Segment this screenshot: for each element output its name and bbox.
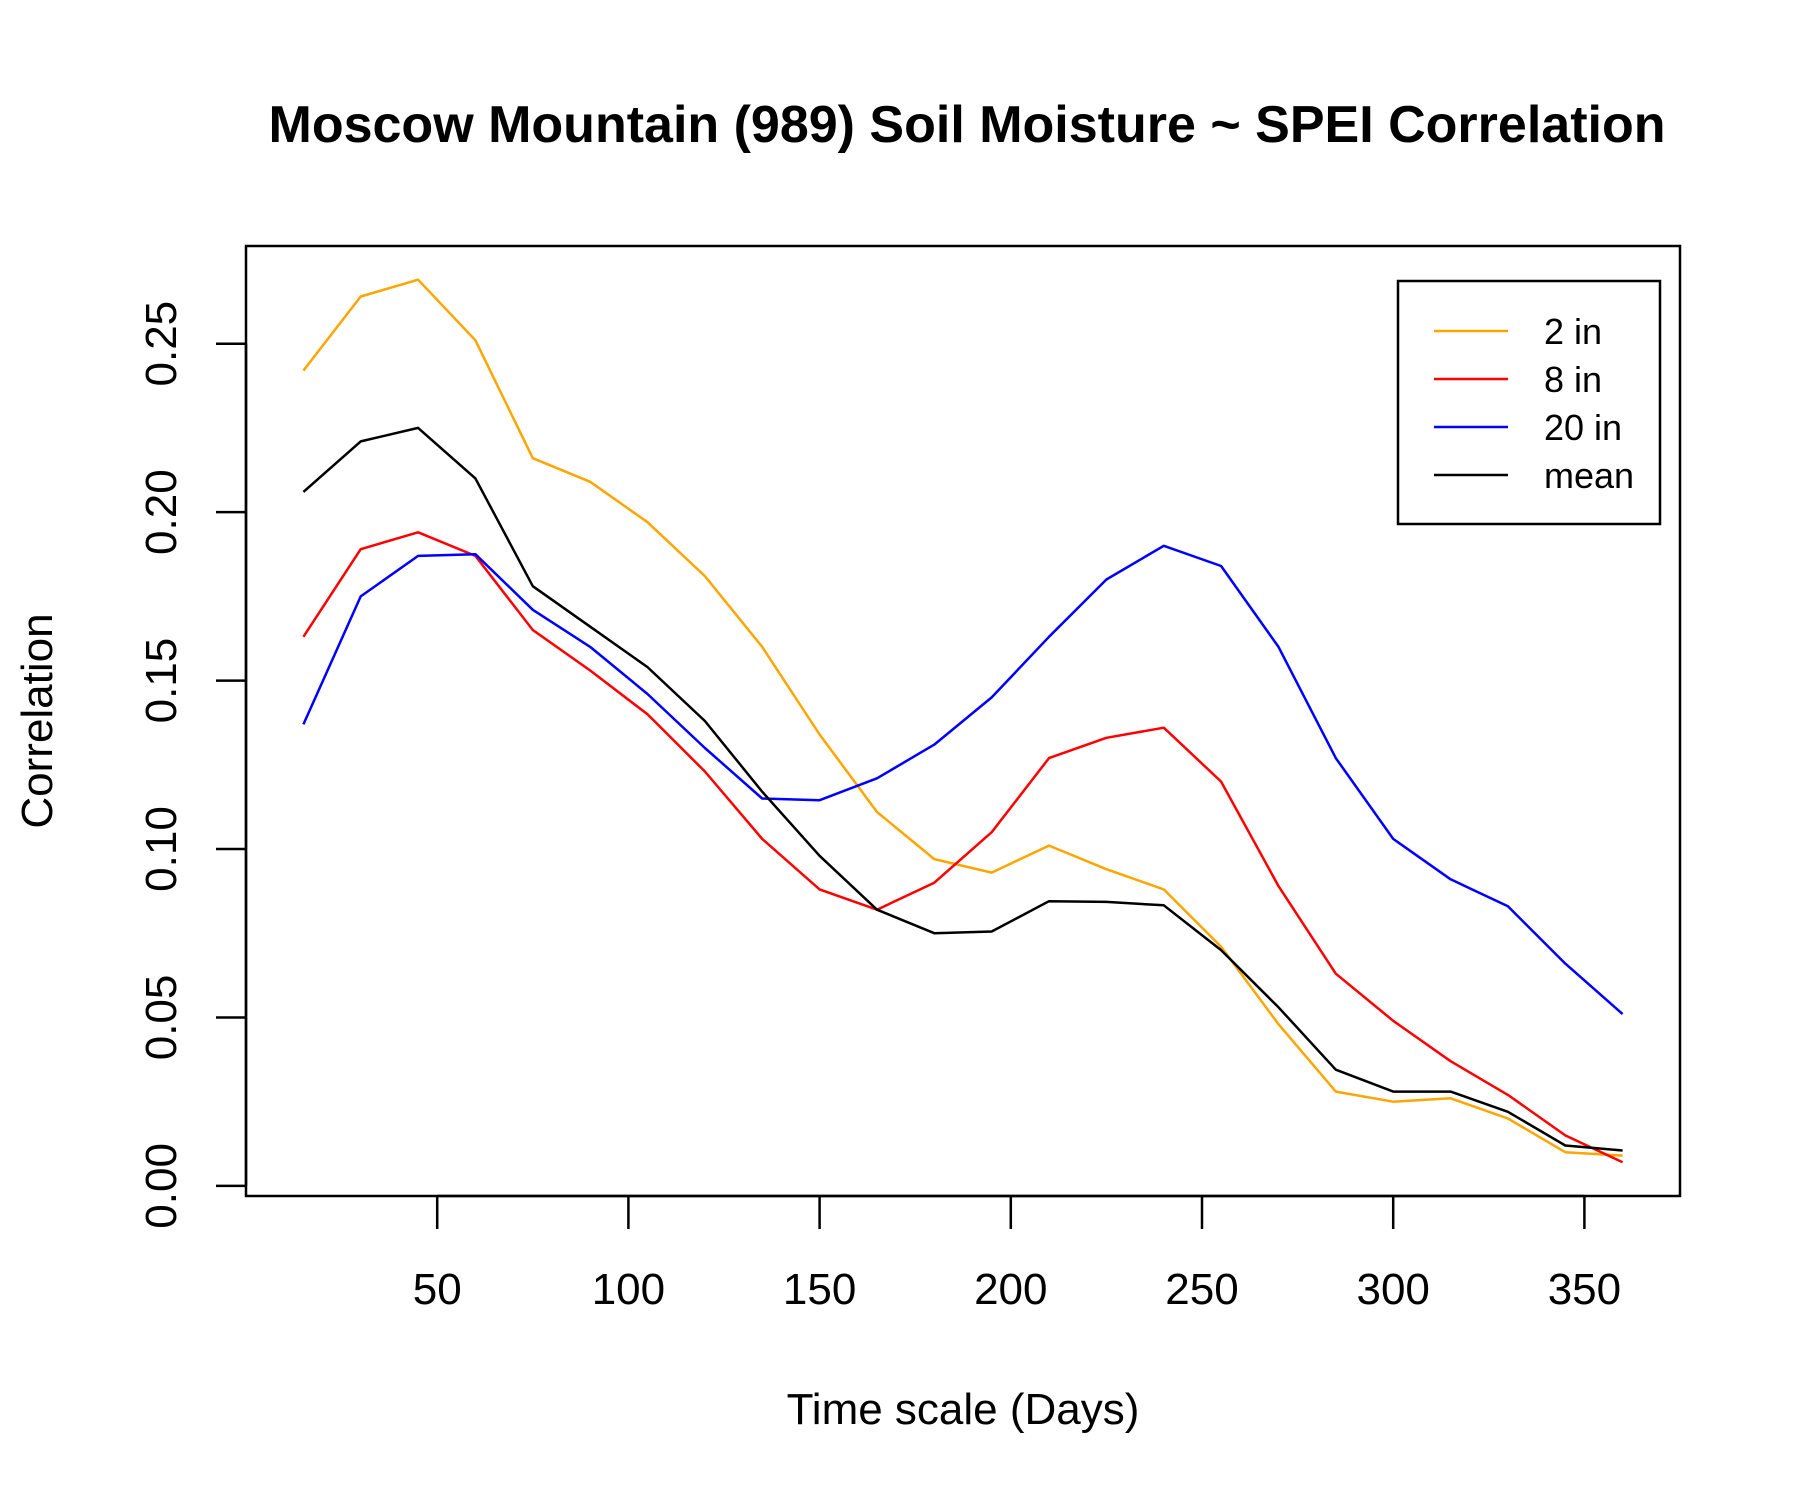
y-tick-label: 0.00 <box>137 1143 186 1229</box>
x-axis: 50 100 150 200 250 300 350 <box>413 1194 1621 1314</box>
series-line-8-in <box>302 531 1624 1164</box>
x-tick-label: 200 <box>974 1265 1047 1314</box>
chart-title: Moscow Mountain (989) Soil Moisture ~ SP… <box>269 96 1666 154</box>
y-tick-label: 0.05 <box>137 975 186 1061</box>
legend-label-2-in: 2 in <box>1544 311 1602 352</box>
y-tick-label: 0.15 <box>137 638 186 724</box>
series-line-20-in <box>302 544 1624 1016</box>
legend: 2 in 8 in 20 in mean <box>1396 279 1662 526</box>
y-tick-label: 0.20 <box>137 469 186 555</box>
y-axis: 0.00 0.05 0.10 0.15 0.20 0.25 <box>137 301 248 1229</box>
series-line-mean <box>302 426 1623 1152</box>
y-tick-label: 0.25 <box>137 301 186 387</box>
series-layer <box>302 278 1624 1164</box>
x-tick-label: 100 <box>592 1265 665 1314</box>
legend-label-20-in: 20 in <box>1544 407 1622 448</box>
x-tick-label: 300 <box>1356 1265 1429 1314</box>
y-axis-label: Correlation <box>13 613 62 828</box>
x-tick-label: 350 <box>1548 1265 1621 1314</box>
x-tick-label: 50 <box>413 1265 462 1314</box>
x-axis-label: Time scale (Days) <box>787 1385 1140 1434</box>
x-tick-label: 150 <box>783 1265 856 1314</box>
legend-box <box>1396 279 1662 526</box>
x-tick-label: 250 <box>1165 1265 1238 1314</box>
y-tick-label: 0.10 <box>137 806 186 892</box>
legend-label-mean: mean <box>1544 455 1634 496</box>
series-line-2-in <box>302 278 1623 1157</box>
legend-label-8-in: 8 in <box>1544 359 1602 400</box>
